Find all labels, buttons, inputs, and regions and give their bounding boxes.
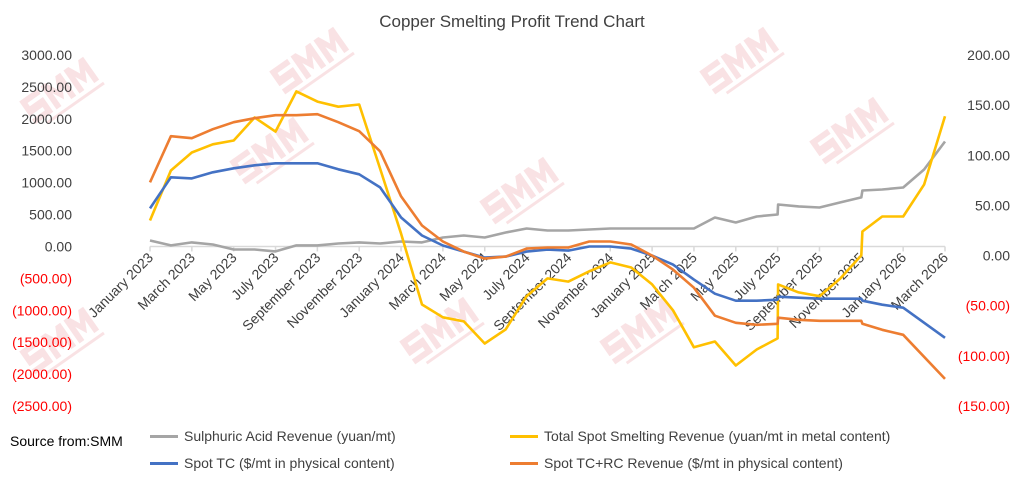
watermark-underline [425,321,485,365]
watermark-logo [269,26,355,95]
watermark-letter-shape [720,42,757,80]
x-axis-tick-label: November 2023 [284,249,366,331]
series-line-2 [148,162,946,339]
watermark-letter-shape [699,58,734,95]
legend-item-tc-rc: Spot TC+RC Revenue ($/mt in physical con… [510,455,843,471]
chart-title: Copper Smelting Profit Trend Chart [379,12,645,31]
watermark-letter-shape [269,58,304,95]
watermark-letter-shape [443,296,480,334]
watermark-logo [479,156,565,225]
legend-item-total-spot: Total Spot Smelting Revenue (yuan/mt in … [510,428,890,444]
left-axis-tick-label: 2000.00 [21,111,72,127]
watermark-letter-shape [500,172,537,210]
left-axis-tick-label: 500.00 [29,207,72,223]
watermark-underline [505,181,565,225]
watermark-letter-shape [830,112,867,150]
legend-swatch [510,434,538,438]
legend-swatch [150,434,178,438]
legend-label: Sulphuric Acid Revenue (yuan/mt) [184,428,396,444]
watermark-logo [399,296,485,365]
legend-swatch [510,461,538,465]
left-axis-tick-label: (2500.00) [12,398,72,414]
watermark-underline [625,321,685,365]
left-axis-tick-label: (500.00) [20,270,72,286]
watermark-underline [835,121,895,165]
legend-label: Spot TC+RC Revenue ($/mt in physical con… [544,455,843,471]
watermark-letter-shape [250,132,287,170]
watermark-letter-shape [523,156,560,194]
watermark-letter-shape [420,312,457,350]
watermark-letter-shape [19,338,54,375]
watermark-letter-shape [620,312,657,350]
left-axis-tick-label: 1000.00 [21,175,72,191]
right-axis-tick-label: 150.00 [967,97,1010,113]
legend-swatch [150,461,178,465]
watermark-letter-shape [399,328,434,365]
watermark-letter-shape [40,72,77,110]
series-line-3 [148,112,946,380]
watermark-letter-shape [63,306,100,344]
right-axis-tick-label: 200.00 [967,47,1010,63]
left-axis-tick-label: (1500.00) [12,334,72,350]
watermark-logo [19,306,105,375]
watermark-letter-shape [313,26,350,64]
watermark-underline [725,51,785,95]
series-line-1 [148,90,947,367]
legend-item-sulphuric: Sulphuric Acid Revenue (yuan/mt) [150,428,396,444]
watermark-logo [599,296,685,365]
watermark-letter-shape [599,328,634,365]
left-axis-tick-label: 3000.00 [21,47,72,63]
watermark-underline [45,331,105,375]
right-axis-tick-label: 0.00 [983,248,1010,264]
left-axis-tick-label: (1000.00) [12,302,72,318]
legend-label: Total Spot Smelting Revenue (yuan/mt in … [544,428,891,444]
legend-label: Spot TC ($/mt in physical content) [184,455,395,471]
watermark-logo [229,116,315,185]
watermark-letter-shape [743,26,780,64]
watermark-logo [19,56,105,125]
watermark-letter-shape [273,116,310,154]
watermark-letter-shape [19,88,54,125]
left-axis-tick-label: 0.00 [45,238,72,254]
watermark-underline [45,81,105,125]
watermark-underline [295,51,355,95]
right-axis-tick-label: (50.00) [966,298,1010,314]
left-axis-tick-label: 1500.00 [21,143,72,159]
watermark-logo [699,26,785,95]
source-note: Source from:SMM [10,433,123,449]
right-axis-tick-label: (150.00) [958,398,1010,414]
left-axis-tick-label: 2500.00 [21,79,72,95]
right-axis-tick-label: 100.00 [967,147,1010,163]
series-line-0 [149,140,947,253]
watermark-letter-shape [809,128,844,165]
right-axis-tick-label: 50.00 [975,197,1010,213]
legend-item-spot-tc: Spot TC ($/mt in physical content) [150,455,395,471]
watermark-letter-shape [643,296,680,334]
watermark-letter-shape [40,322,77,360]
left-axis-tick-label: (2000.00) [12,366,72,382]
watermark-logo [809,96,895,165]
watermark-letter-shape [853,96,890,134]
watermark-letter-shape [63,56,100,94]
x-axis-tick-label: November 2024 [535,249,617,331]
watermark-letter-shape [479,188,514,225]
right-axis-tick-label: (100.00) [958,348,1010,364]
watermark-letter-shape [290,42,327,80]
